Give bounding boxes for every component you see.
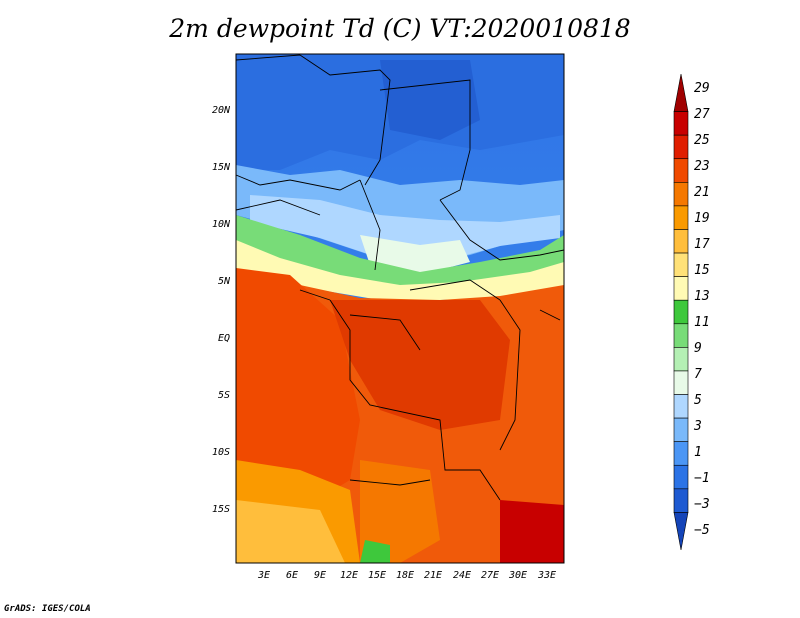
atlantic-humid — [236, 268, 360, 520]
east-darkred — [500, 500, 564, 563]
colorbar-box — [673, 205, 689, 230]
longitude-labels: 3E 6E 9E 12E 15E 18E 21E 24E 27E 30E 33E — [257, 570, 556, 581]
colorbar-label: 17 — [694, 237, 710, 252]
colorbar-label: −3 — [694, 497, 710, 512]
lon-label: 9E — [314, 570, 326, 581]
colorbar-label: 25 — [694, 133, 710, 148]
latitude-labels: 20N 15N 10N 5N EQ 5S 10S 15S — [212, 105, 231, 515]
colorbar-box — [673, 158, 689, 183]
colorbar: 29 27 25 23 21 19 17 15 13 11 9 7 5 3 1 … — [673, 73, 710, 551]
colorbar-label: 3 — [693, 419, 702, 434]
angola-interior — [360, 460, 440, 563]
colorbar-box — [673, 347, 689, 372]
lat-label: 5N — [218, 276, 231, 287]
green-patch-south — [360, 540, 390, 563]
sahel-light — [250, 195, 560, 262]
colorbar-box — [673, 323, 689, 348]
colorbar-label: 1 — [694, 445, 702, 460]
page-title: 2m dewpoint Td (C) VT:2020010818 — [169, 14, 631, 43]
colorbar-box — [673, 299, 689, 325]
lat-label: 15S — [212, 504, 230, 515]
colorbar-boxes — [673, 73, 689, 551]
lat-label: 15N — [212, 162, 231, 173]
colorbar-box — [673, 394, 689, 419]
southwest-yellow — [236, 500, 345, 563]
lat-label: 10N — [212, 219, 231, 230]
colorbar-box — [673, 182, 689, 207]
grads-credit: GrADS: IGES/COLA — [4, 604, 91, 614]
colorbar-box — [673, 488, 689, 513]
lon-label: 12E — [340, 570, 358, 581]
colorbar-box — [673, 111, 689, 136]
colorbar-box — [673, 73, 689, 112]
colorbar-box — [673, 441, 689, 466]
colorbar-label: 15 — [694, 263, 710, 278]
lat-label: 20N — [212, 105, 231, 116]
colorbar-label: 19 — [694, 211, 710, 226]
colorbar-box — [673, 252, 689, 277]
plot-frame — [235, 53, 565, 564]
colorbar-label: −5 — [694, 523, 710, 538]
congo-basin — [330, 300, 510, 430]
colorbar-box — [673, 417, 689, 442]
dry-region-core — [380, 60, 480, 140]
colorbar-label: 13 — [694, 289, 710, 304]
lat-label: 5S — [218, 390, 230, 401]
lon-label: 24E — [453, 570, 471, 581]
colorbar-box — [673, 276, 689, 301]
lon-label: 33E — [537, 570, 556, 581]
colorbar-label: 5 — [694, 393, 702, 408]
country-borders — [235, 54, 565, 501]
colorbar-box — [673, 229, 689, 254]
lon-label: 15E — [368, 570, 386, 581]
lon-label: 30E — [508, 570, 527, 581]
colorbar-label: 7 — [694, 367, 702, 382]
colorbar-box — [673, 464, 689, 490]
yellow-band — [236, 240, 564, 300]
colorbar-box — [673, 512, 689, 551]
colorbar-label: 11 — [694, 315, 710, 330]
colorbar-label: 27 — [694, 107, 710, 122]
colorbar-label: 9 — [694, 341, 702, 356]
colorbar-box — [673, 370, 689, 395]
lat-label: EQ — [218, 333, 230, 344]
lat-label: 10S — [212, 447, 230, 458]
lon-label: 21E — [424, 570, 442, 581]
colorbar-label: −1 — [694, 471, 710, 486]
colorbar-label: 21 — [694, 185, 710, 200]
lon-label: 6E — [286, 570, 298, 581]
colorbar-labels: 29 27 25 23 21 19 17 15 13 11 9 7 5 3 1 … — [693, 81, 710, 538]
lon-label: 18E — [396, 570, 414, 581]
map-plot — [235, 53, 565, 564]
lon-label: 3E — [257, 570, 270, 581]
lon-label: 27E — [481, 570, 499, 581]
colorbar-label: 29 — [694, 81, 710, 96]
colorbar-box — [673, 134, 689, 160]
colorbar-label: 23 — [694, 159, 710, 174]
